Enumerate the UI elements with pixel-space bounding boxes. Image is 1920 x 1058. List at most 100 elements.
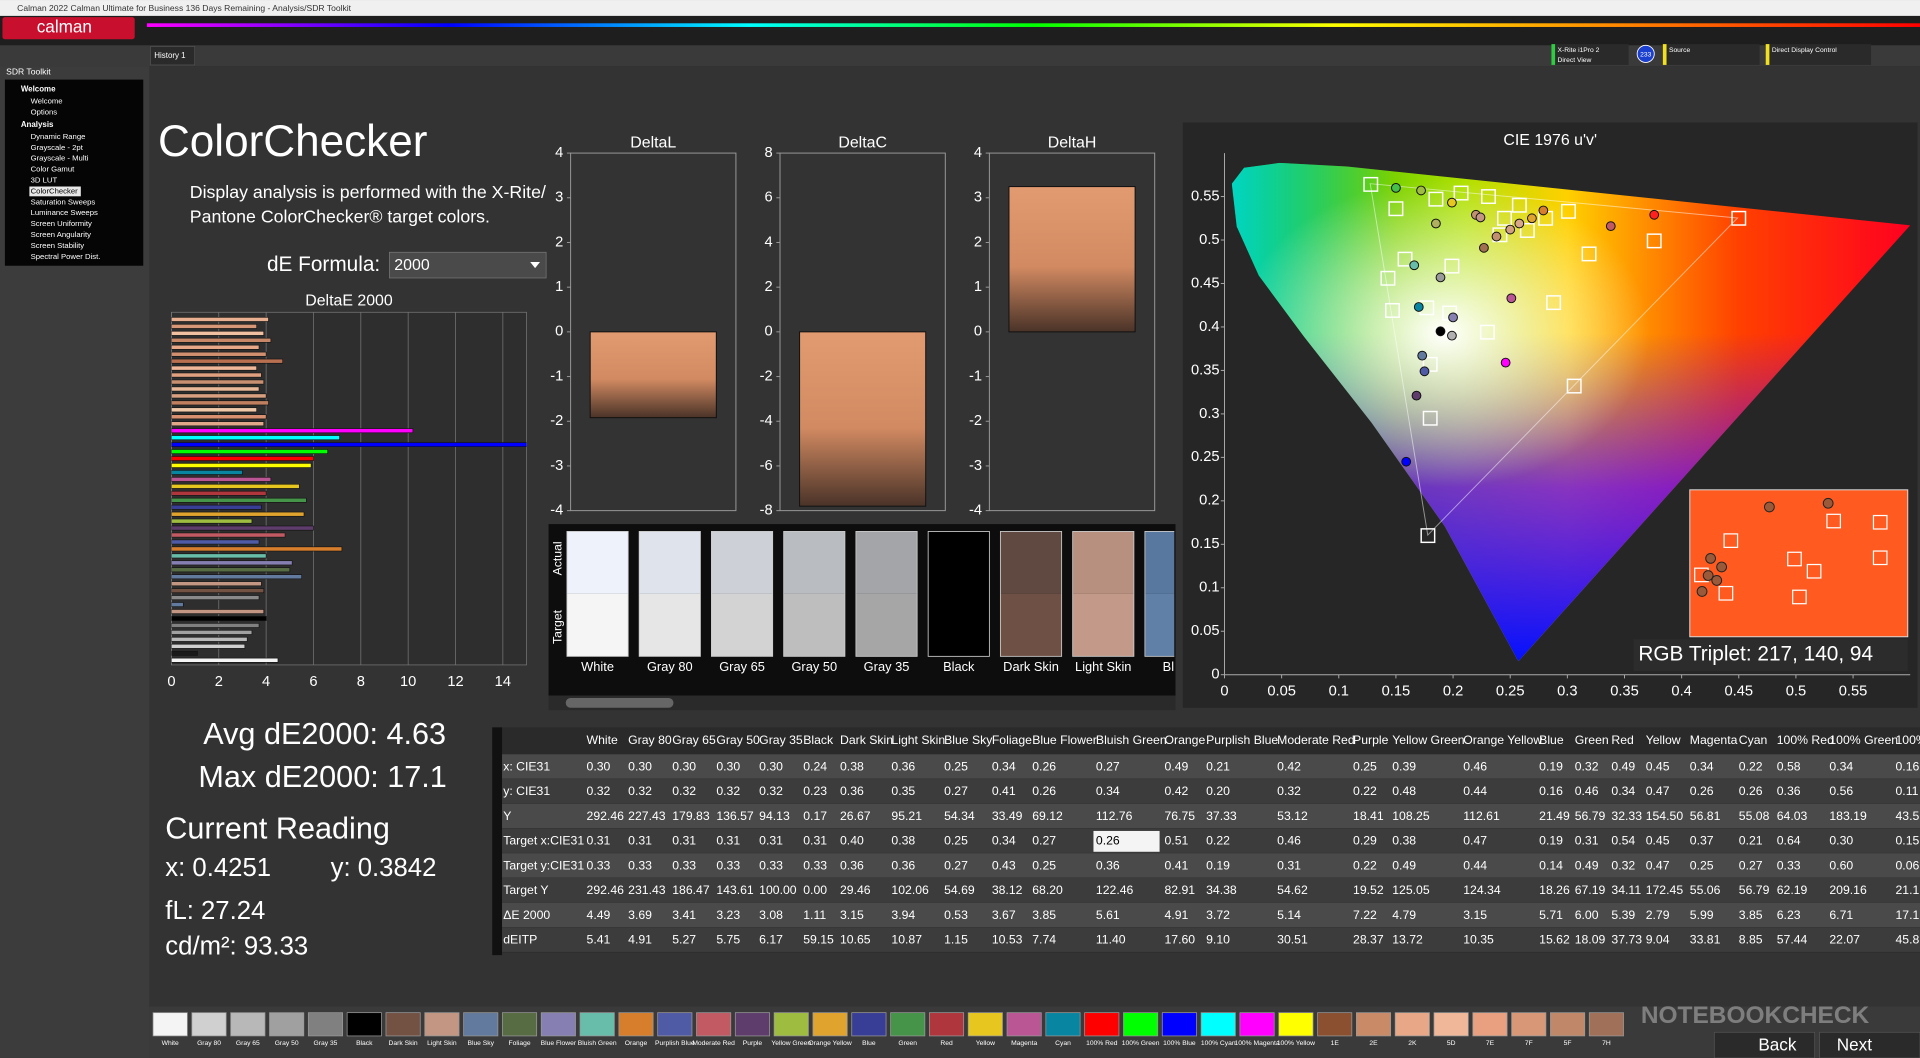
table-cell: 33.81 bbox=[1690, 933, 1721, 947]
swatch[interactable] bbox=[1161, 1012, 1197, 1037]
swatch[interactable] bbox=[1006, 1012, 1042, 1037]
scroll-thumb[interactable] bbox=[565, 697, 674, 708]
swatch[interactable] bbox=[812, 1012, 848, 1037]
swatch[interactable] bbox=[851, 1012, 887, 1037]
table-cell: 4.49 bbox=[587, 908, 611, 922]
swatch[interactable] bbox=[1084, 1012, 1120, 1037]
table-cell: 38.12 bbox=[992, 883, 1023, 897]
bar bbox=[171, 553, 267, 559]
source-box[interactable] bbox=[1662, 44, 1760, 65]
tree-item[interactable]: Color Gamut bbox=[31, 165, 76, 174]
tree-item[interactable]: Screen Stability bbox=[31, 241, 85, 250]
swatch[interactable] bbox=[1511, 1012, 1547, 1037]
swatch[interactable] bbox=[1239, 1012, 1275, 1037]
measured-point bbox=[1505, 224, 1516, 235]
table-cell: 13.72 bbox=[1392, 933, 1423, 947]
next-button[interactable] bbox=[1819, 1031, 1920, 1058]
table-cell: 5.61 bbox=[1096, 908, 1120, 922]
swatch[interactable] bbox=[618, 1012, 654, 1037]
tree-item[interactable]: Welcome bbox=[31, 97, 63, 106]
tree-item[interactable]: 3D LUT bbox=[31, 176, 58, 185]
swatch[interactable] bbox=[1123, 1012, 1159, 1037]
brand-logo[interactable] bbox=[2, 17, 135, 40]
tree-item[interactable]: Saturation Sweeps bbox=[31, 197, 96, 206]
swatch[interactable] bbox=[385, 1012, 421, 1037]
table-cell: 0.27 bbox=[1096, 759, 1120, 773]
swatch[interactable] bbox=[1045, 1012, 1081, 1037]
table-cell: 2.79 bbox=[1646, 908, 1670, 922]
display-box[interactable] bbox=[1765, 44, 1872, 65]
table-cell: 0.20 bbox=[1206, 784, 1230, 798]
swatch[interactable] bbox=[1588, 1012, 1624, 1037]
swatch[interactable] bbox=[540, 1012, 576, 1037]
selected-cell[interactable] bbox=[1093, 830, 1160, 852]
tree-item[interactable]: Spectral Power Dist. bbox=[31, 252, 101, 261]
y-tick-label: 0 bbox=[764, 324, 772, 340]
bar bbox=[171, 574, 302, 580]
meter-badge[interactable] bbox=[1636, 44, 1655, 63]
column-header: Orange Yellow bbox=[1463, 733, 1542, 747]
swatch[interactable] bbox=[1472, 1012, 1508, 1037]
patch-scrollbar[interactable] bbox=[548, 695, 1176, 711]
swatch[interactable] bbox=[152, 1012, 188, 1037]
tree-item[interactable]: Screen Angularity bbox=[31, 230, 92, 239]
table-cell: 0.38 bbox=[1392, 834, 1416, 848]
swatch[interactable] bbox=[191, 1012, 227, 1037]
swatch-label: 5D bbox=[1447, 1040, 1456, 1047]
swatch-label: Foliage bbox=[509, 1040, 531, 1047]
table-cell: 10.87 bbox=[891, 933, 922, 947]
swatch[interactable] bbox=[734, 1012, 770, 1037]
table-cell: 30.51 bbox=[1277, 933, 1308, 947]
description: Pantone ColorChecker® target colors. bbox=[190, 207, 490, 227]
tree-item[interactable]: Options bbox=[31, 108, 58, 117]
swatch[interactable] bbox=[773, 1012, 809, 1037]
meter-box[interactable] bbox=[1551, 44, 1629, 65]
tree-item[interactable]: Luminance Sweeps bbox=[31, 208, 98, 217]
tree-group[interactable]: Welcome bbox=[21, 85, 56, 94]
bar bbox=[171, 560, 293, 566]
swatch[interactable] bbox=[346, 1012, 382, 1037]
swatch[interactable] bbox=[307, 1012, 343, 1037]
swatch[interactable] bbox=[463, 1012, 499, 1037]
tree-item[interactable]: Grayscale - 2pt bbox=[31, 143, 84, 152]
meter-status bbox=[1551, 44, 1556, 65]
patch-target bbox=[566, 593, 629, 657]
table-cell: 3.85 bbox=[1032, 908, 1056, 922]
swatch[interactable] bbox=[1550, 1012, 1586, 1037]
swatch[interactable] bbox=[696, 1012, 732, 1037]
column-header: Blue Flower bbox=[1032, 733, 1097, 747]
swatch[interactable] bbox=[967, 1012, 1003, 1037]
y-tick-label: 0.45 bbox=[1191, 275, 1220, 291]
table-cell: 26.67 bbox=[840, 809, 871, 823]
table-cell: 8.85 bbox=[1739, 933, 1763, 947]
swatch[interactable] bbox=[1355, 1012, 1392, 1037]
y-tick-label: 0.35 bbox=[1191, 362, 1220, 378]
swatch[interactable] bbox=[1394, 1012, 1430, 1037]
tree-item[interactable]: Grayscale - Multi bbox=[31, 154, 89, 163]
table-cell: 124.34 bbox=[1463, 883, 1501, 897]
swatch[interactable] bbox=[657, 1012, 693, 1037]
tree-group[interactable]: Analysis bbox=[21, 120, 54, 129]
table-cell: 6.17 bbox=[759, 933, 783, 947]
swatch[interactable] bbox=[929, 1012, 965, 1037]
patch-target bbox=[783, 593, 845, 657]
table-cell: 54.62 bbox=[1277, 883, 1308, 897]
x-tick-label: 8 bbox=[357, 674, 365, 690]
tree-item[interactable]: Screen Uniformity bbox=[31, 219, 92, 228]
table-cell: 0.60 bbox=[1829, 858, 1853, 872]
tab[interactable] bbox=[150, 46, 195, 66]
swatch[interactable] bbox=[1200, 1012, 1236, 1037]
swatch[interactable] bbox=[579, 1012, 615, 1037]
swatch[interactable] bbox=[1317, 1012, 1353, 1037]
swatch[interactable] bbox=[502, 1012, 538, 1037]
swatch[interactable] bbox=[1278, 1012, 1314, 1037]
swatch[interactable] bbox=[269, 1012, 305, 1037]
table-cell: 0.49 bbox=[1392, 858, 1416, 872]
tree-item[interactable]: ColorChecker bbox=[31, 186, 79, 195]
swatch[interactable] bbox=[1433, 1012, 1469, 1037]
formula-select[interactable] bbox=[389, 251, 547, 279]
swatch[interactable] bbox=[230, 1012, 266, 1037]
tree-item[interactable]: Dynamic Range bbox=[31, 132, 86, 141]
swatch[interactable] bbox=[890, 1012, 926, 1037]
swatch[interactable] bbox=[424, 1012, 460, 1037]
